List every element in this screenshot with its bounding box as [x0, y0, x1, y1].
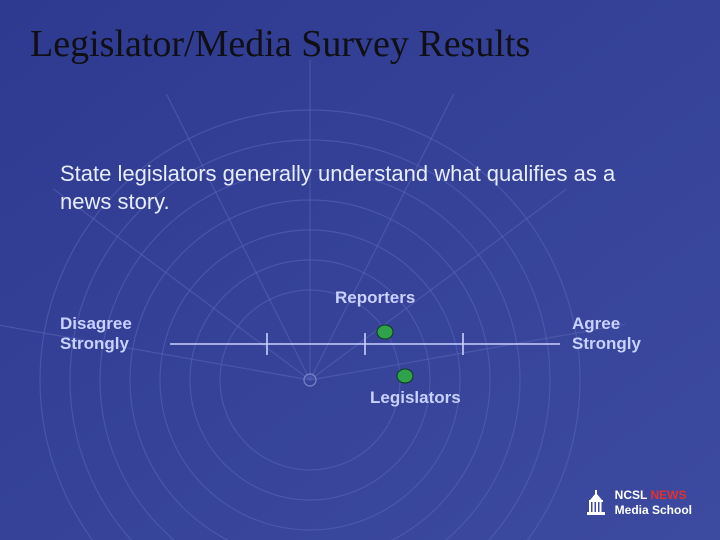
footer-line2: Media School — [615, 503, 692, 518]
content-layer: Legislator/Media Survey Results State le… — [0, 0, 720, 540]
scale-label-agree: AgreeStrongly — [572, 314, 641, 354]
scale-label-disagree: DisagreeStrongly — [60, 314, 132, 354]
marker-reporters — [377, 325, 393, 339]
series-label-reporters: Reporters — [335, 288, 415, 308]
likert-scale — [0, 0, 720, 540]
slide: Legislator/Media Survey Results State le… — [0, 0, 720, 540]
footer-text: NCSL NEWS Media School — [615, 488, 692, 518]
capitol-icon — [585, 490, 607, 516]
footer-news: NEWS — [650, 488, 686, 502]
footer: NCSL NEWS Media School — [585, 488, 692, 518]
marker-legislators — [397, 369, 413, 383]
footer-org: NCSL — [615, 488, 647, 502]
series-label-legislators: Legislators — [370, 388, 461, 408]
